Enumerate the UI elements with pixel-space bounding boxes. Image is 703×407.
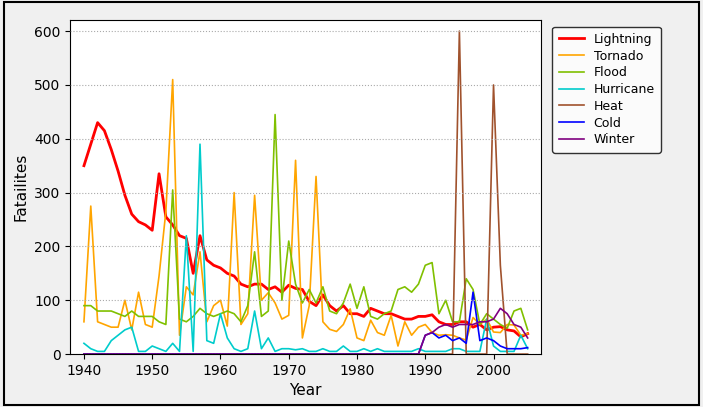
Tornado: [195, 249, 204, 254]
Winter: [489, 317, 498, 322]
Hurricane: [202, 338, 211, 343]
Lightning: [93, 120, 102, 125]
Tornado: [394, 344, 402, 348]
Winter: [114, 352, 122, 357]
Cold: [217, 352, 225, 357]
Winter: [428, 330, 437, 335]
Tornado: [441, 332, 450, 337]
Winter: [496, 306, 505, 311]
Heat: [524, 352, 532, 357]
Flood: [496, 322, 505, 327]
Lightning: [195, 233, 204, 238]
Line: Cold: Cold: [84, 292, 528, 354]
Hurricane: [121, 327, 129, 332]
Tornado: [79, 319, 88, 324]
Tornado: [524, 331, 532, 336]
Heat: [428, 352, 437, 357]
Flood: [189, 314, 198, 319]
Winter: [524, 335, 532, 340]
Flood: [79, 303, 88, 308]
Tornado: [278, 317, 286, 322]
Heat: [217, 352, 225, 357]
Hurricane: [93, 349, 102, 354]
Y-axis label: Fatailites: Fatailites: [13, 153, 29, 221]
Line: Hurricane: Hurricane: [84, 144, 528, 351]
Lightning: [223, 271, 231, 276]
Lightning: [79, 163, 88, 168]
Line: Flood: Flood: [84, 114, 528, 330]
Flood: [434, 311, 443, 316]
Line: Lightning: Lightning: [84, 123, 528, 337]
Cold: [271, 352, 279, 357]
Flood: [217, 311, 225, 316]
Cold: [114, 352, 122, 357]
Heat: [271, 352, 279, 357]
Hurricane: [79, 341, 88, 346]
Tornado: [223, 324, 231, 328]
Heat: [114, 352, 122, 357]
Cold: [79, 352, 88, 357]
Heat: [189, 352, 198, 357]
Heat: [455, 28, 463, 33]
Line: Tornado: Tornado: [84, 79, 528, 346]
Flood: [524, 327, 532, 332]
Flood: [278, 298, 286, 303]
Heat: [496, 263, 505, 268]
Cold: [469, 290, 477, 295]
Lightning: [121, 193, 129, 198]
Tornado: [114, 325, 122, 330]
X-axis label: Year: Year: [290, 383, 322, 398]
Hurricane: [291, 347, 299, 352]
Cold: [496, 344, 505, 348]
Tornado: [285, 313, 293, 318]
Lightning: [434, 319, 443, 324]
Tornado: [169, 77, 177, 82]
Hurricane: [285, 346, 293, 351]
Flood: [271, 112, 279, 117]
Legend: Lightning, Tornado, Flood, Hurricane, Heat, Cold, Winter: Lightning, Tornado, Flood, Hurricane, He…: [553, 26, 661, 153]
Heat: [79, 352, 88, 357]
Hurricane: [230, 346, 238, 351]
Hurricane: [524, 346, 532, 351]
Winter: [217, 352, 225, 357]
Hurricane: [195, 142, 204, 147]
Winter: [271, 352, 279, 357]
Cold: [524, 345, 532, 350]
Line: Winter: Winter: [84, 309, 528, 354]
Flood: [114, 311, 122, 316]
Winter: [189, 352, 198, 357]
Lightning: [524, 331, 532, 336]
Cold: [428, 330, 437, 335]
Winter: [79, 352, 88, 357]
Hurricane: [441, 349, 450, 354]
Line: Heat: Heat: [84, 31, 528, 354]
Lightning: [278, 290, 286, 295]
Cold: [189, 352, 198, 357]
Lightning: [517, 335, 525, 339]
Lightning: [285, 283, 293, 288]
